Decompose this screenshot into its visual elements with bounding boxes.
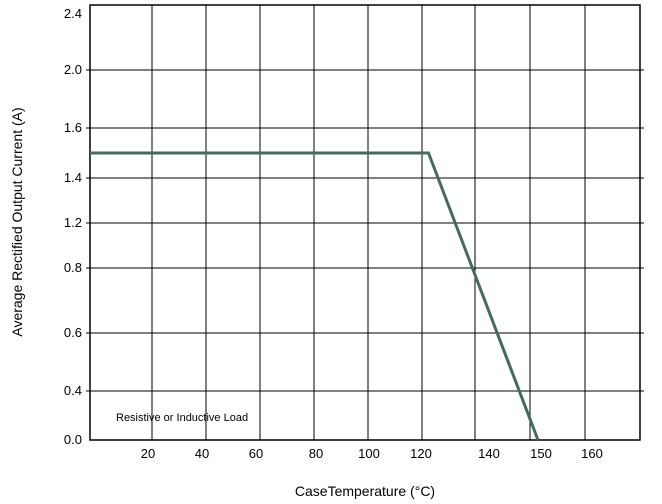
x-tick-label: 60 (249, 446, 263, 461)
y-tick-label: 0.8 (64, 260, 82, 275)
x-tick-labels: 20 40 60 80 100 120 140 150 160 (141, 446, 603, 461)
y-tick-label: 0.6 (64, 325, 82, 340)
y-tick-label: 1.6 (64, 120, 82, 135)
x-tick-label: 140 (478, 446, 500, 461)
y-axis-title: Average Rectified Output Current (A) (9, 107, 25, 336)
y-tick-label: 1.4 (64, 170, 82, 185)
x-tick-label: 150 (530, 446, 552, 461)
y-tick-label: 0.4 (64, 383, 82, 398)
y-tick-label: 2.0 (64, 62, 82, 77)
x-tick-label: 40 (195, 446, 209, 461)
load-annotation: Resistive or Inductive Load (116, 412, 248, 424)
plot-frame (89, 4, 641, 441)
x-tick-label: 120 (410, 446, 432, 461)
x-tick-label: 160 (581, 446, 603, 461)
y-tick-label: 0.0 (64, 432, 82, 447)
x-tick-label: 100 (358, 446, 380, 461)
grid-group (86, 5, 644, 440)
x-tick-label: 20 (141, 446, 155, 461)
x-axis-title: CaseTemperature (°C) (295, 483, 435, 499)
derating-curve (90, 151, 540, 441)
y-tick-label: 1.2 (64, 215, 82, 230)
y-tick-labels: 0.0 0.4 0.6 0.8 1.2 1.4 1.6 2.0 2.4 (64, 6, 82, 447)
series-group (90, 151, 540, 441)
x-tick-label: 80 (309, 446, 323, 461)
y-tick-label: 2.4 (64, 6, 82, 21)
